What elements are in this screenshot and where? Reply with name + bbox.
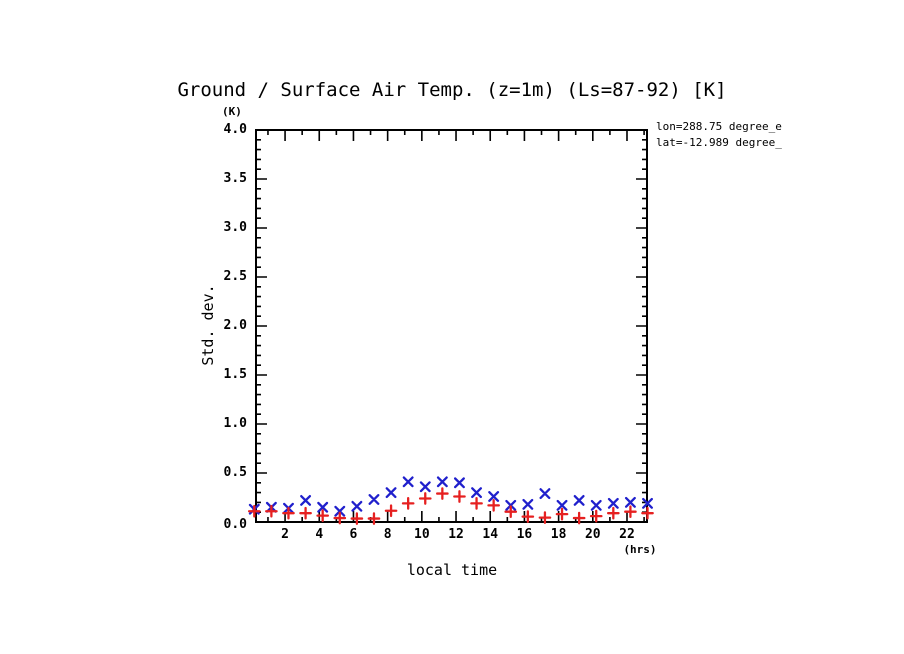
x-axis-title: local time xyxy=(406,561,498,579)
y-tick-label: 0.0 xyxy=(223,517,247,532)
chart-title: Ground / Surface Air Temp. (z=1m) (Ls=87… xyxy=(177,79,727,101)
x-tick-label: 16 xyxy=(516,527,533,542)
x-tick-label: 4 xyxy=(315,527,324,542)
x-tick-label: 2 xyxy=(281,527,289,542)
x-tick-label: 6 xyxy=(349,527,358,542)
axis-ticks xyxy=(256,130,647,522)
y-axis-unit-label: (K) xyxy=(222,105,242,118)
y-tick-label: 3.0 xyxy=(223,220,247,235)
x-tick-label: 14 xyxy=(482,527,499,542)
y-tick-label: 2.5 xyxy=(223,269,247,284)
y-tick-label: 4.0 xyxy=(223,122,247,137)
y-tick-label: 1.0 xyxy=(223,416,247,431)
x-tick-label: 12 xyxy=(448,527,464,542)
blue-x-series-markers xyxy=(248,476,653,517)
y-tick-label: 0.5 xyxy=(223,465,247,480)
y-tick-label: 1.5 xyxy=(223,367,247,382)
x-tick-label: 18 xyxy=(550,527,567,542)
x-tick-label: 10 xyxy=(414,527,430,542)
x-tick-label: 20 xyxy=(584,527,601,542)
x-tick-label: 22 xyxy=(619,527,635,542)
annotation-latitude: lat=-12.989 degree_ xyxy=(656,136,782,149)
x-axis-unit-label: (hrs) xyxy=(623,543,657,556)
y-tick-label: 3.5 xyxy=(223,171,247,186)
annotation-longitude: lon=288.75 degree_e xyxy=(656,120,782,133)
y-tick-label: 2.0 xyxy=(223,318,247,333)
axes-frame xyxy=(255,129,648,523)
red-plus-series-markers xyxy=(247,487,654,525)
x-tick-label: 8 xyxy=(383,527,392,542)
